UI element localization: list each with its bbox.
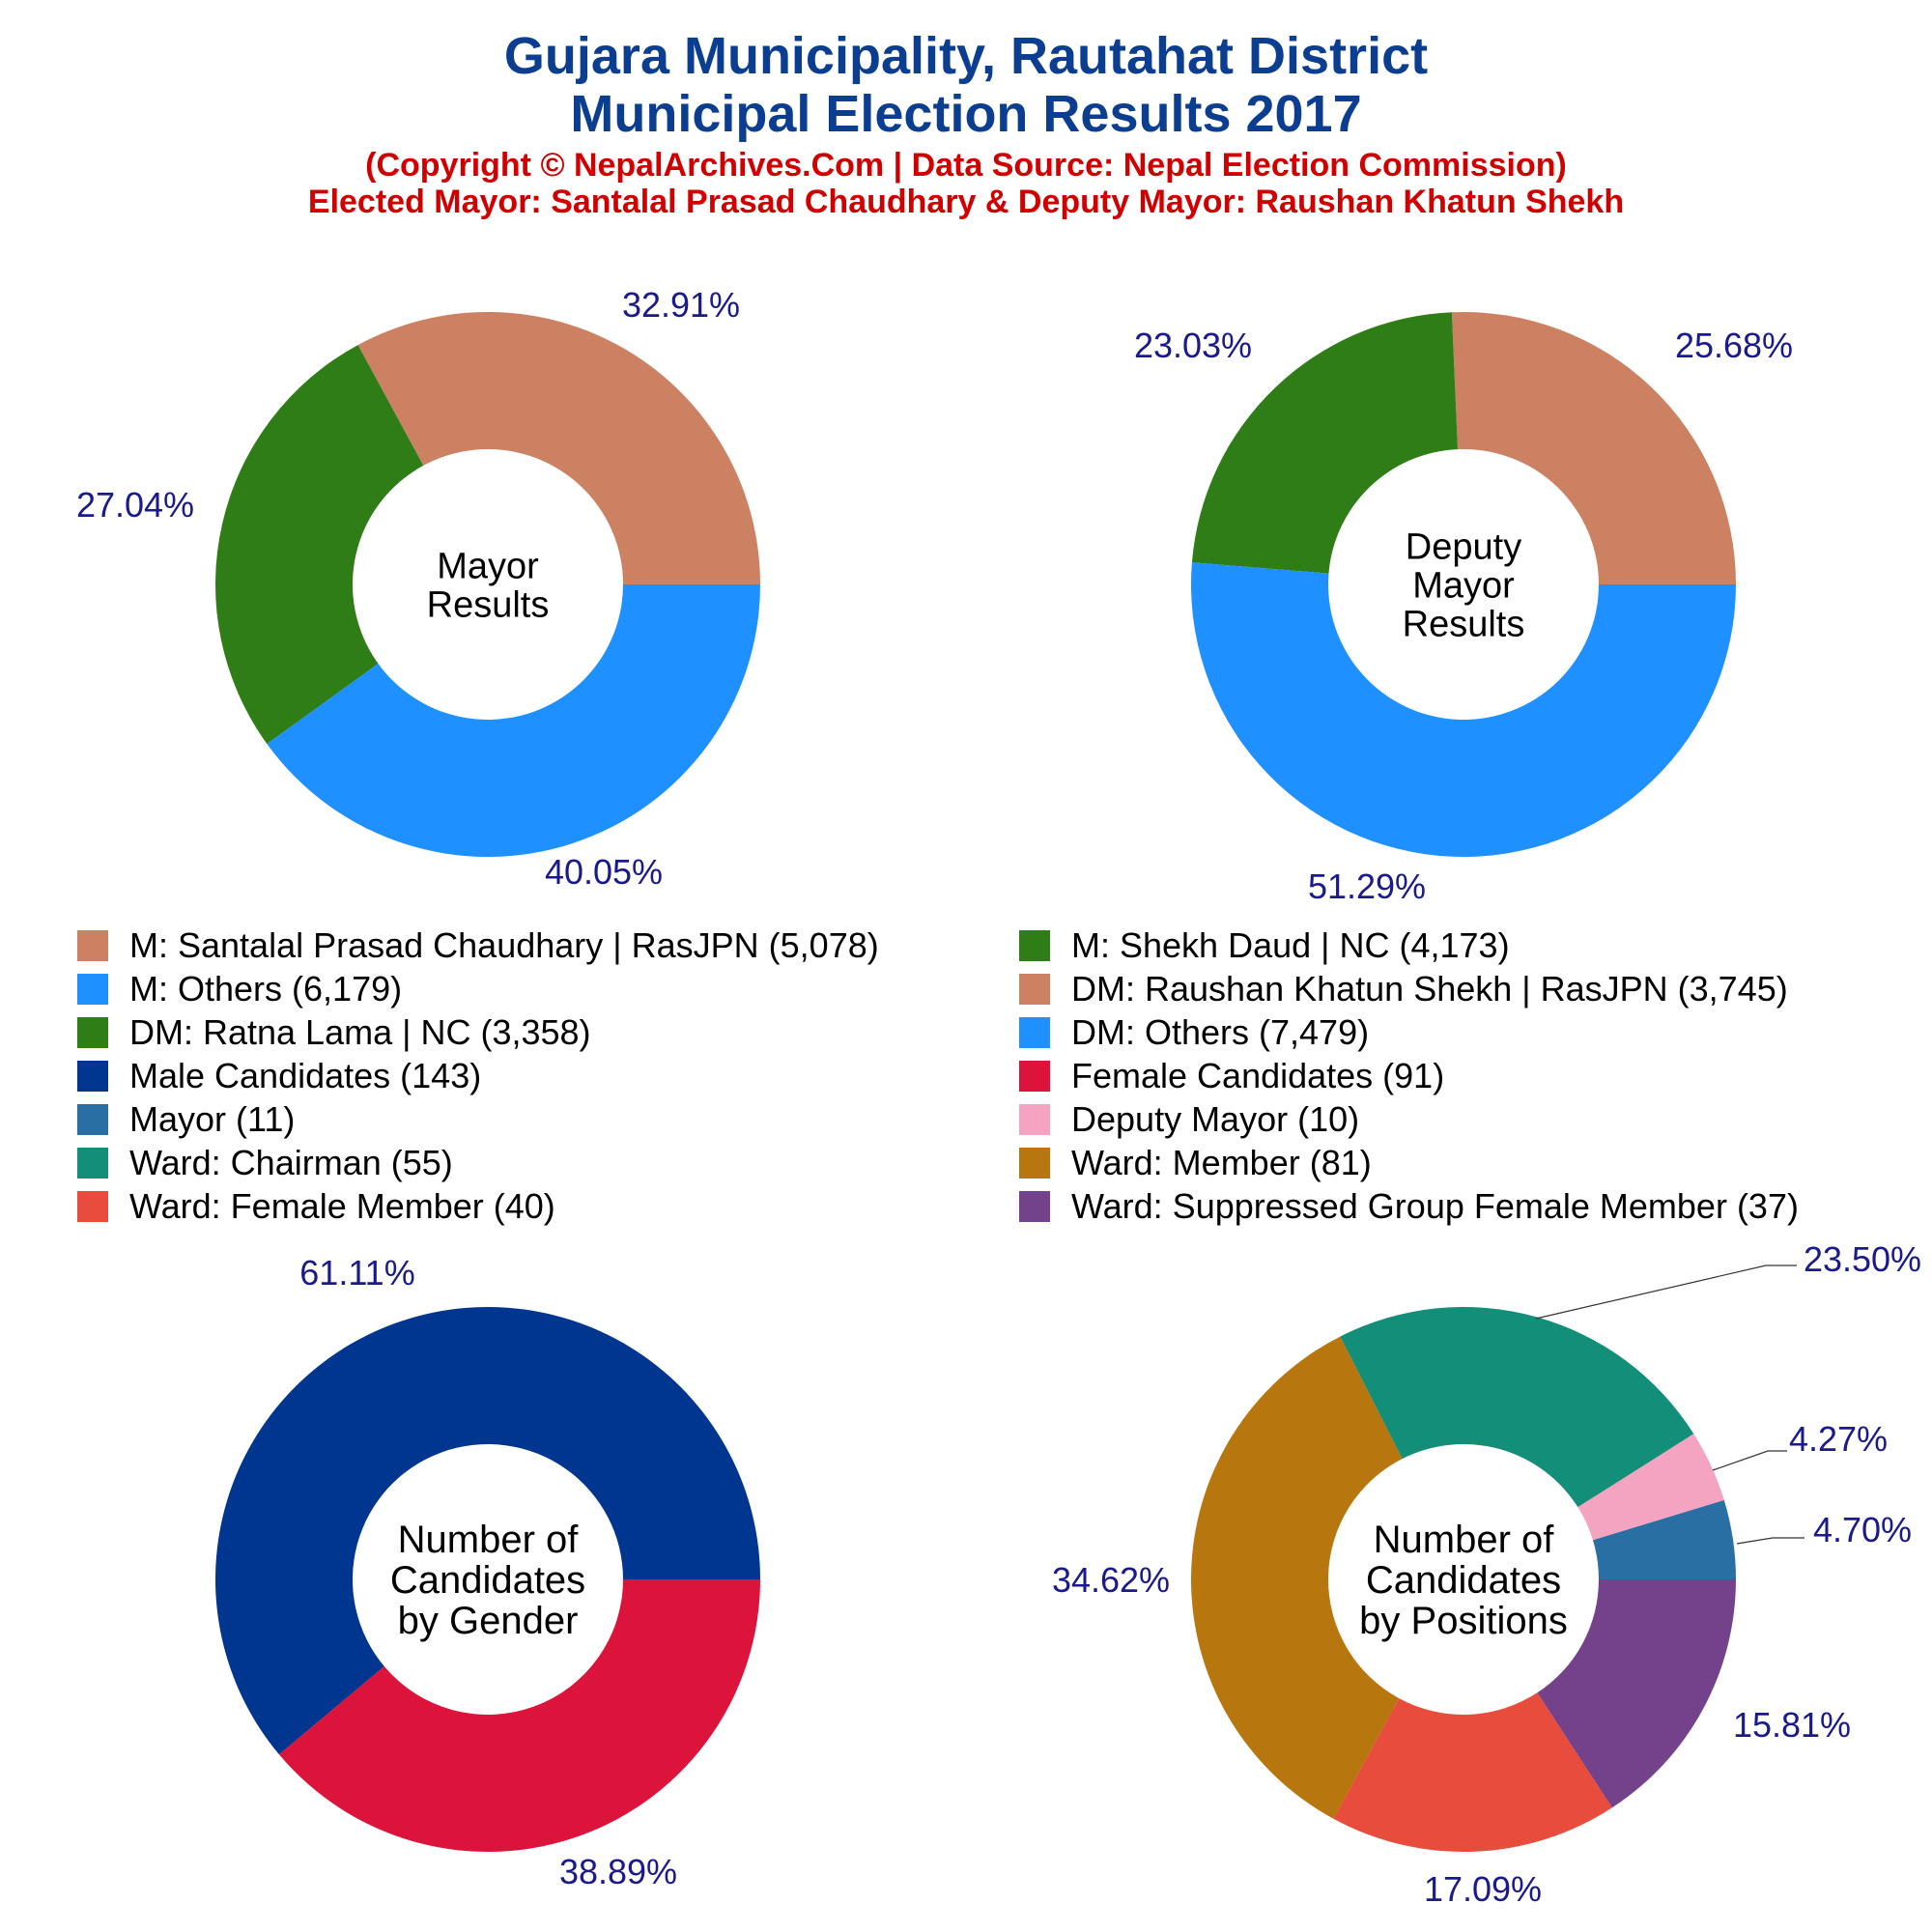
chart-title-line-1: Gujara Municipality, Rautahat District — [503, 27, 1429, 85]
slice-percent-label: 4.27% — [1789, 1419, 1888, 1459]
slice-percent-label: 27.04% — [76, 485, 194, 525]
slice-percent-label: 51.29% — [1308, 867, 1426, 906]
donut-slice — [1340, 1306, 1694, 1508]
leader-line — [1712, 1450, 1787, 1471]
slice-percent-label: 17.09% — [1424, 1869, 1542, 1909]
chart-title-line-2: Municipal Election Results 2017 — [570, 85, 1362, 143]
center-label: Candidates — [390, 1559, 585, 1602]
slice-percent-label: 40.05% — [545, 852, 663, 892]
donut-slice — [1537, 1579, 1736, 1808]
donut-slice — [1191, 312, 1458, 574]
center-label: Results — [1403, 604, 1525, 644]
slice-percent-label: 23.50% — [1804, 1239, 1921, 1279]
donut-slice — [1592, 1499, 1736, 1579]
slice-percent-label: 15.81% — [1733, 1705, 1851, 1745]
donut-slice — [1333, 1692, 1612, 1852]
donut-slice — [214, 1306, 760, 1755]
leader-line — [1535, 1264, 1797, 1320]
chart-subtitle-line-1: (Copyright © NepalArchives.Com | Data So… — [365, 147, 1567, 184]
slice-percent-label: 4.70% — [1813, 1510, 1912, 1549]
slice-percent-label: 61.11% — [299, 1253, 414, 1293]
slice-percent-label: 23.03% — [1134, 326, 1252, 365]
center-label: Candidates — [1366, 1559, 1561, 1602]
center-label: Number of — [1374, 1519, 1555, 1561]
donut-slice — [267, 584, 760, 858]
center-label: Number of — [398, 1519, 580, 1561]
slice-percent-label: 34.62% — [1052, 1560, 1170, 1600]
slice-percent-label: 25.68% — [1675, 326, 1793, 365]
center-label: Mayor — [1412, 565, 1515, 606]
donut-slice — [278, 1579, 760, 1852]
center-label: by Gender — [398, 1600, 579, 1642]
center-label: Results — [427, 584, 550, 625]
donut-slice — [1577, 1434, 1724, 1541]
donut-slice — [214, 345, 424, 745]
center-label: Deputy — [1406, 526, 1521, 567]
center-label: Mayor — [437, 546, 539, 586]
center-label: by Positions — [1359, 1600, 1568, 1642]
slice-percent-label: 38.89% — [559, 1852, 677, 1891]
donut-slice — [357, 312, 760, 584]
leader-line — [1736, 1537, 1804, 1545]
donut-slice — [1451, 312, 1736, 584]
donut-slice — [1190, 562, 1736, 858]
slice-percent-label: 32.91% — [622, 285, 740, 325]
donut-slice — [1190, 1336, 1403, 1819]
chart-subtitle-line-2: Elected Mayor: Santalal Prasad Chaudhary… — [307, 184, 1625, 220]
donut-chart-4: 4.70% 4.27% 23.50% 34.62% 17.09% 15.81% Number… — [1052, 1239, 1921, 1909]
